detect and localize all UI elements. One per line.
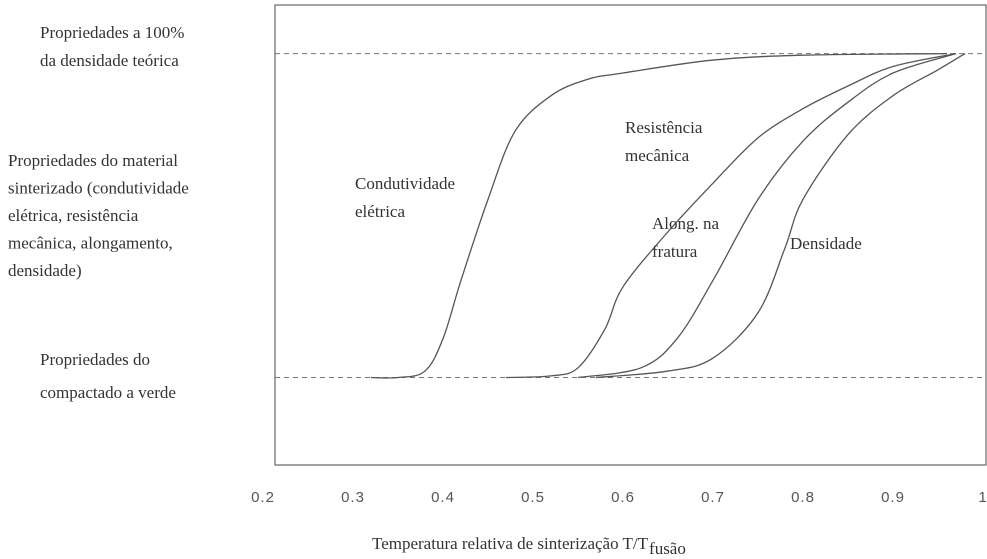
y-axis-label-line: sinterizado (condutividade (8, 179, 189, 198)
y-tick-label-line: Propriedades do (40, 350, 150, 369)
y-axis-label-line: mecânica, alongamento, (8, 234, 173, 253)
x-tick-label: 0.3 (341, 489, 365, 506)
curve-label: Condutividade elétrica (355, 174, 455, 221)
y-axis-label-line: densidade) (8, 261, 82, 280)
curve-label: Along. na fratura (652, 214, 720, 261)
x-tick-label: 0.4 (431, 489, 455, 506)
curve (370, 52, 948, 379)
curve (505, 52, 957, 379)
x-tick-label: 1 (978, 489, 987, 506)
x-tick-label: 0.9 (881, 489, 905, 506)
y-tick-label: Propriedades a 100% da densidade teórica (40, 23, 184, 70)
x-tick-label: 0.8 (791, 489, 815, 506)
y-tick-label-line: compactado a verde (40, 383, 176, 402)
curve-label-line: elétrica (355, 202, 405, 221)
x-tick-label: 0.7 (701, 489, 725, 506)
y-tick-label-line: da densidade teórica (40, 51, 179, 70)
curve-label-line: Densidade (790, 234, 862, 253)
plot-frame (274, 4, 987, 466)
y-axis-label-line: elétrica, resistência (8, 206, 139, 225)
curve-label: Densidade (790, 234, 862, 253)
y-tick-label-line: Propriedades a 100% (40, 23, 184, 42)
curve (595, 53, 966, 379)
x-tick-label: 0.2 (251, 489, 275, 506)
curve-label-line: mecânica (625, 146, 690, 165)
y-tick-label: Propriedades do compactado a verde (40, 350, 176, 402)
curve-label-line: Along. na (652, 214, 720, 233)
curve-label-line: Condutividade (355, 174, 455, 193)
curve-label: Resistência mecânica (625, 118, 703, 165)
x-tick-label: 0.5 (521, 489, 545, 506)
curve-label-line: Resistência (625, 118, 703, 137)
x-axis-label-sub: fusão (649, 539, 686, 558)
y-axis-label: Propriedades do material sinterizado (con… (8, 151, 189, 280)
y-axis-label-line: Propriedades do material (8, 151, 178, 170)
curve-label-line: fratura (652, 242, 698, 261)
x-tick-label: 0.6 (611, 489, 635, 506)
x-axis-label: Temperatura relativa de sinterização T/T (372, 534, 649, 553)
curve (577, 52, 957, 379)
